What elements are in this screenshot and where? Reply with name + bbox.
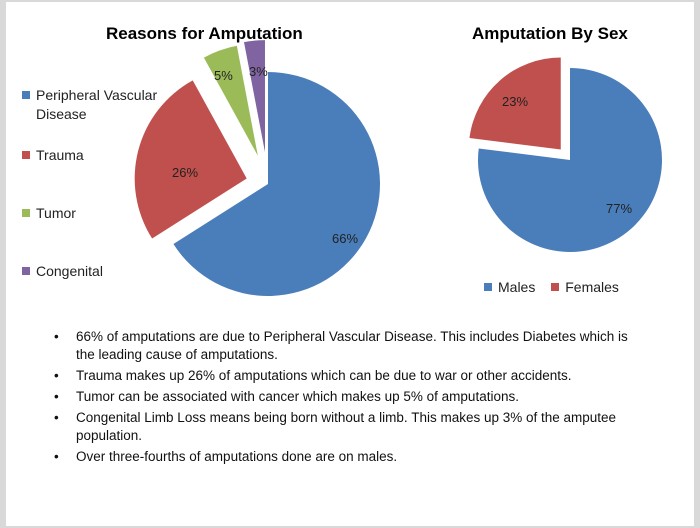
pie-slice-tumor xyxy=(203,45,258,156)
bullet-dot: • xyxy=(54,329,59,344)
bullet-text: Congenital Limb Loss means being born wi… xyxy=(76,410,617,443)
legend-swatch-congenital xyxy=(22,267,30,275)
bullet-item: • Tumor can be associated with cancer whi… xyxy=(50,388,650,406)
bullet-item: • Congenital Limb Loss means being born w… xyxy=(50,409,650,445)
pie-slice-females xyxy=(469,57,561,150)
data-label-tumor: 5% xyxy=(214,68,233,83)
legend-item-females: Females xyxy=(551,279,619,295)
legend-label-congenital: Congenital xyxy=(36,263,103,279)
legend-swatch-females xyxy=(551,283,560,291)
legend-item-males: Males xyxy=(484,279,535,295)
chart-title-reasons: Reasons for Amputation xyxy=(106,24,303,43)
bullet-dot: • xyxy=(54,410,59,425)
legend-swatch-males xyxy=(484,283,492,291)
bullet-dot: • xyxy=(54,389,59,404)
pie-slice-congenital xyxy=(244,40,265,153)
legend-label-tumor: Tumor xyxy=(36,205,76,221)
bullet-dot: • xyxy=(54,368,59,383)
pie-slice-pvd xyxy=(173,72,380,296)
legend-swatch-pvd xyxy=(22,91,30,99)
bullet-text: Over three-fourths of amputations done a… xyxy=(76,449,398,464)
pie-slice-trauma xyxy=(134,80,247,239)
legend-swatch-trauma xyxy=(22,151,30,159)
data-label-females: 23% xyxy=(502,94,528,109)
bullet-text: Trauma makes up 26% of amputations which… xyxy=(76,368,572,383)
data-label-males: 77% xyxy=(606,201,632,216)
legend-sex: Males Females xyxy=(484,279,631,295)
bullet-item: • Over three-fourths of amputations done … xyxy=(50,448,650,466)
data-label-pvd: 66% xyxy=(332,231,358,246)
data-label-congenital: 3% xyxy=(249,64,268,79)
bullet-item: • 66% of amputations are due to Periphera… xyxy=(50,328,650,364)
slide: Reasons for Amputation Amputation By Sex… xyxy=(6,2,694,526)
bullet-text: 66% of amputations are due to Peripheral… xyxy=(76,329,628,362)
pie-charts: 66% 26% 5% 3% 77% 23% xyxy=(134,40,662,296)
bullet-dot: • xyxy=(54,449,59,464)
bullet-item: • Trauma makes up 26% of amputations whic… xyxy=(50,367,650,385)
legend-label-males: Males xyxy=(498,279,536,295)
chart-title-sex: Amputation By Sex xyxy=(472,24,628,43)
bullet-text: Tumor can be associated with cancer whic… xyxy=(76,389,519,404)
pie-slice-males xyxy=(477,68,662,252)
data-label-trauma: 26% xyxy=(172,165,198,180)
legend-label-pvd: Peripheral Vascular Disease xyxy=(36,87,158,122)
legend-swatch-tumor xyxy=(22,209,30,217)
legend-label-females: Females xyxy=(565,279,619,295)
bullet-list: • 66% of amputations are due to Periphera… xyxy=(50,328,650,469)
legend-label-trauma: Trauma xyxy=(36,147,84,163)
